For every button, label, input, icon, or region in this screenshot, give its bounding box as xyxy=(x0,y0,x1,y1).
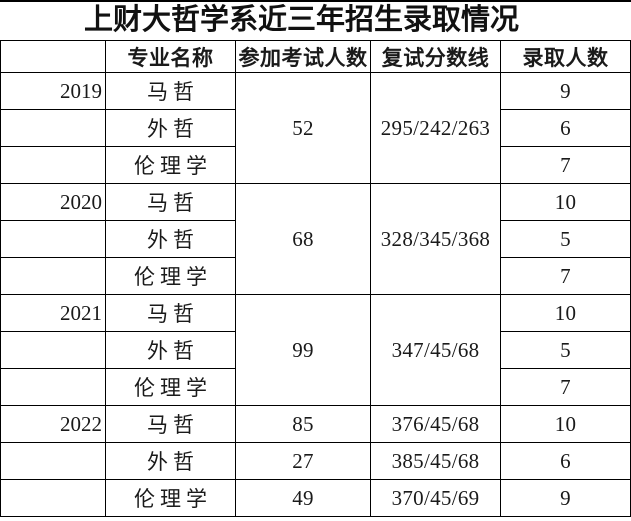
table-row: 外哲 5 xyxy=(0,331,631,369)
year-cell xyxy=(0,109,106,147)
score-line-cell: 385/45/68 xyxy=(370,442,501,480)
year-cell xyxy=(0,479,106,517)
score-line-cell: 295/242/263 xyxy=(370,72,501,184)
admitted-count-cell: 5 xyxy=(500,220,631,258)
admitted-count-cell: 5 xyxy=(500,331,631,369)
column-header-admitted-count: 录取人数 xyxy=(500,40,631,73)
major-cell: 外哲 xyxy=(105,442,236,480)
column-header-exam-count: 参加考试人数 xyxy=(235,40,371,73)
exam-count-cell: 27 xyxy=(235,442,371,480)
major-cell: 马哲 xyxy=(105,405,236,443)
admitted-count-cell: 10 xyxy=(500,405,631,443)
table-title: 上财大哲学系近三年招生录取情况 xyxy=(0,0,631,40)
table-row: 伦理学 7 xyxy=(0,257,631,295)
year-cell xyxy=(0,220,106,258)
major-cell: 外哲 xyxy=(105,331,236,369)
table-row: 伦理学 49 370/45/69 9 xyxy=(0,479,631,517)
admitted-count-cell: 9 xyxy=(500,72,631,110)
year-cell: 2021 xyxy=(0,294,106,332)
major-cell: 外哲 xyxy=(105,109,236,147)
major-cell: 伦理学 xyxy=(105,257,236,295)
admitted-count-cell: 10 xyxy=(500,183,631,221)
year-cell: 2020 xyxy=(0,183,106,221)
exam-count-cell: 99 xyxy=(235,294,371,406)
table-row: 2020 马哲 68 328/345/368 10 xyxy=(0,183,631,295)
major-cell: 马哲 xyxy=(105,294,236,332)
major-cell: 伦理学 xyxy=(105,146,236,184)
table-row: 外哲 27 385/45/68 6 xyxy=(0,442,631,480)
major-cell: 马哲 xyxy=(105,72,236,110)
major-cell: 外哲 xyxy=(105,220,236,258)
admitted-count-cell: 7 xyxy=(500,368,631,406)
admitted-count-cell: 7 xyxy=(500,257,631,295)
table-row: 伦理学 7 xyxy=(0,368,631,406)
admissions-table: 专业名称 参加考试人数 复试分数线 录取人数 2019 马哲 52 295/242/2… xyxy=(0,40,631,517)
year-cell xyxy=(0,442,106,480)
exam-count-cell: 52 xyxy=(235,72,371,184)
column-header-major: 专业名称 xyxy=(105,40,236,73)
exam-count-cell: 68 xyxy=(235,183,371,295)
score-line-cell: 370/45/69 xyxy=(370,479,501,517)
year-cell: 2022 xyxy=(0,405,106,443)
exam-count-cell: 85 xyxy=(235,405,371,443)
major-cell: 伦理学 xyxy=(105,479,236,517)
table-row: 2022 马哲 85 376/45/68 10 xyxy=(0,405,631,443)
score-line-cell: 328/345/368 xyxy=(370,183,501,295)
table-row: 2021 马哲 99 347/45/68 10 xyxy=(0,294,631,406)
score-line-cell: 347/45/68 xyxy=(370,294,501,406)
admitted-count-cell: 9 xyxy=(500,479,631,517)
year-cell xyxy=(0,331,106,369)
admitted-count-cell: 7 xyxy=(500,146,631,184)
year-cell xyxy=(0,368,106,406)
column-header-year xyxy=(0,40,106,73)
column-header-score-line: 复试分数线 xyxy=(370,40,501,73)
admitted-count-cell: 6 xyxy=(500,109,631,147)
score-line-cell: 376/45/68 xyxy=(370,405,501,443)
year-cell xyxy=(0,146,106,184)
year-cell: 2019 xyxy=(0,72,106,110)
table-body: 2019 马哲 52 295/242/263 9 外哲 6 伦理学 7 2020 马哲 68 328/3… xyxy=(0,72,631,517)
year-cell xyxy=(0,257,106,295)
table-row: 2019 马哲 52 295/242/263 9 xyxy=(0,72,631,184)
major-cell: 马哲 xyxy=(105,183,236,221)
exam-count-cell: 49 xyxy=(235,479,371,517)
admitted-count-cell: 10 xyxy=(500,294,631,332)
admitted-count-cell: 6 xyxy=(500,442,631,480)
major-cell: 伦理学 xyxy=(105,368,236,406)
header-row: 专业名称 参加考试人数 复试分数线 录取人数 xyxy=(0,40,631,73)
